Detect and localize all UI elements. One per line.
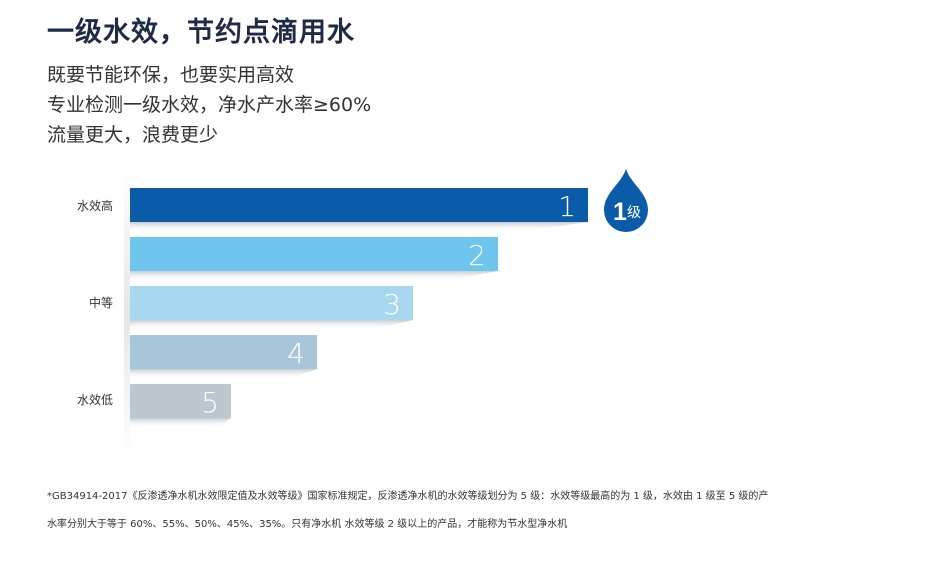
y-axis-label-0: 水效高	[77, 198, 113, 213]
y-axis-label-1: 中等	[89, 295, 113, 310]
badge-number: 1	[613, 198, 627, 226]
bar-label-1: 1	[558, 190, 576, 223]
subtitle-line-3: 流量更大，浪费更少	[47, 124, 219, 146]
water-drop-icon	[604, 169, 648, 232]
bar-label-4: 4	[287, 337, 305, 370]
bar-label-3: 3	[383, 288, 401, 321]
bar-shadow-3	[130, 320, 413, 330]
bar-level-1	[130, 188, 588, 222]
bar-level-2	[130, 237, 498, 271]
subtitle-line-2: 专业检测一级水效，净水产水率≥60%	[47, 94, 372, 116]
bar-shadow-2	[130, 271, 498, 281]
axis-shade	[124, 170, 130, 460]
subtitle-line-1: 既要节能环保，也要实用高效	[47, 64, 295, 86]
bar-shadow-5	[130, 418, 231, 428]
bar-shadow-1	[130, 222, 588, 232]
badge-text: 级	[627, 205, 641, 221]
footnote-line-2: 水率分别大于等于 60%、55%、50%、45%、35%。只有净水机 水效等级 …	[47, 519, 568, 530]
footnote-line-1: *GB34914-2017《反渗透净水机水效限定值及水效等级》国家标准规定，反渗…	[47, 491, 769, 502]
y-axis-label-2: 水效低	[77, 392, 113, 407]
bar-level-3	[130, 286, 413, 320]
bar-label-2: 2	[468, 239, 486, 272]
bar-level-4	[130, 335, 317, 369]
bar-label-5: 5	[201, 386, 219, 419]
level-badge: 1 级	[604, 169, 648, 232]
bar-shadow-4	[130, 369, 317, 379]
page-title: 一级水效，节约点滴用水	[47, 17, 355, 48]
bar-level-5	[130, 384, 231, 418]
